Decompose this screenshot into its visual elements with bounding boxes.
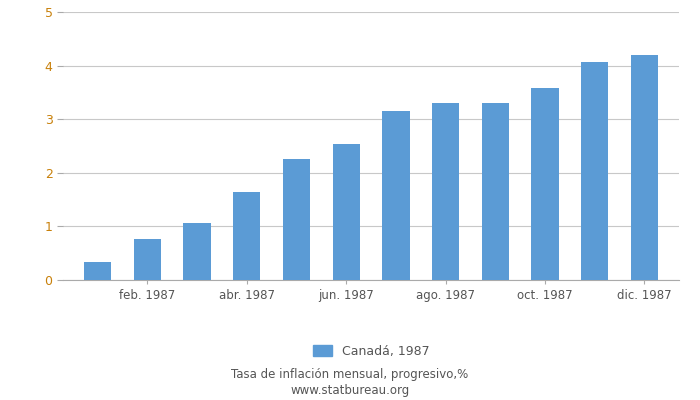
- Bar: [631, 56, 658, 280]
- Bar: [332, 144, 360, 280]
- Bar: [134, 239, 161, 280]
- Bar: [84, 262, 111, 280]
- Bar: [382, 111, 410, 280]
- Bar: [432, 102, 459, 280]
- Bar: [233, 192, 260, 280]
- Bar: [531, 88, 559, 280]
- Bar: [482, 102, 509, 280]
- Text: Tasa de inflación mensual, progresivo,%: Tasa de inflación mensual, progresivo,%: [232, 368, 468, 381]
- Text: www.statbureau.org: www.statbureau.org: [290, 384, 410, 397]
- Bar: [183, 223, 211, 280]
- Bar: [283, 159, 310, 280]
- Bar: [581, 62, 608, 280]
- Legend: Canadá, 1987: Canadá, 1987: [308, 340, 434, 363]
